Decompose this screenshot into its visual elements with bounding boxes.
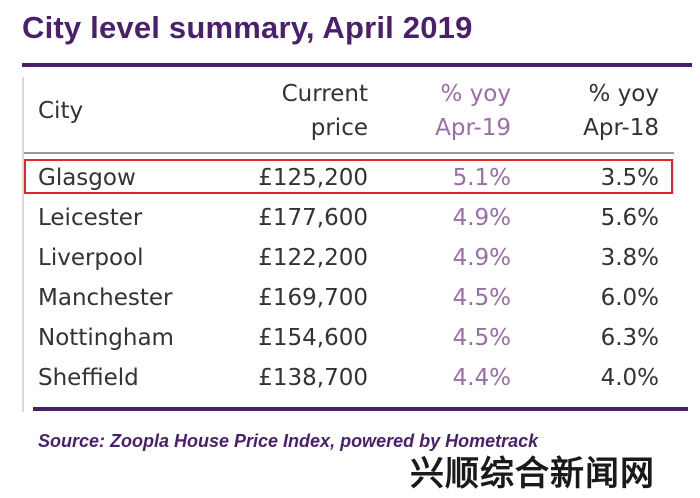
header-city: City (38, 98, 84, 124)
title-divider (22, 63, 692, 67)
row-price: £154,600 (258, 325, 368, 351)
row-city: Manchester (38, 285, 173, 311)
header-current-line2: price (310, 115, 368, 141)
row-yoy19: 5.1% (452, 165, 511, 191)
row-city: Glasgow (38, 165, 136, 191)
header-yoy18-line1: % yoy (588, 81, 659, 107)
row-yoy18: 4.0% (600, 365, 659, 391)
row-yoy19: 4.4% (452, 365, 511, 391)
row-yoy19: 4.9% (452, 245, 511, 271)
highlight-box (24, 159, 673, 194)
header-current-line1: Current (281, 81, 368, 107)
row-price: £169,700 (258, 285, 368, 311)
row-yoy18: 6.3% (600, 325, 659, 351)
header-divider (24, 152, 674, 154)
row-price: £122,200 (258, 245, 368, 271)
page-title: City level summary, April 2019 (22, 10, 473, 45)
row-price: £177,600 (258, 205, 368, 231)
row-yoy19: 4.5% (452, 325, 511, 351)
source-note: Source: Zoopla House Price Index, powere… (38, 431, 539, 451)
row-price: £138,700 (258, 365, 368, 391)
row-city: Liverpool (38, 245, 144, 271)
row-city: Nottingham (38, 325, 174, 351)
row-city: Leicester (38, 205, 143, 231)
row-yoy18: 3.5% (600, 165, 659, 191)
row-city: Sheffield (38, 365, 139, 391)
row-yoy19: 4.5% (452, 285, 511, 311)
row-yoy18: 3.8% (600, 245, 659, 271)
header-yoy18-line2: Apr-18 (583, 115, 659, 141)
header-yoy19-line1: % yoy (440, 81, 511, 107)
summary-table (22, 77, 672, 412)
row-yoy18: 5.6% (600, 205, 659, 231)
row-yoy19: 4.9% (452, 205, 511, 231)
watermark: 兴顺综合新闻网 (410, 454, 655, 494)
row-price: £125,200 (258, 165, 368, 191)
bottom-divider (33, 407, 688, 411)
header-yoy19-line2: Apr-19 (435, 115, 511, 141)
row-yoy18: 6.0% (600, 285, 659, 311)
